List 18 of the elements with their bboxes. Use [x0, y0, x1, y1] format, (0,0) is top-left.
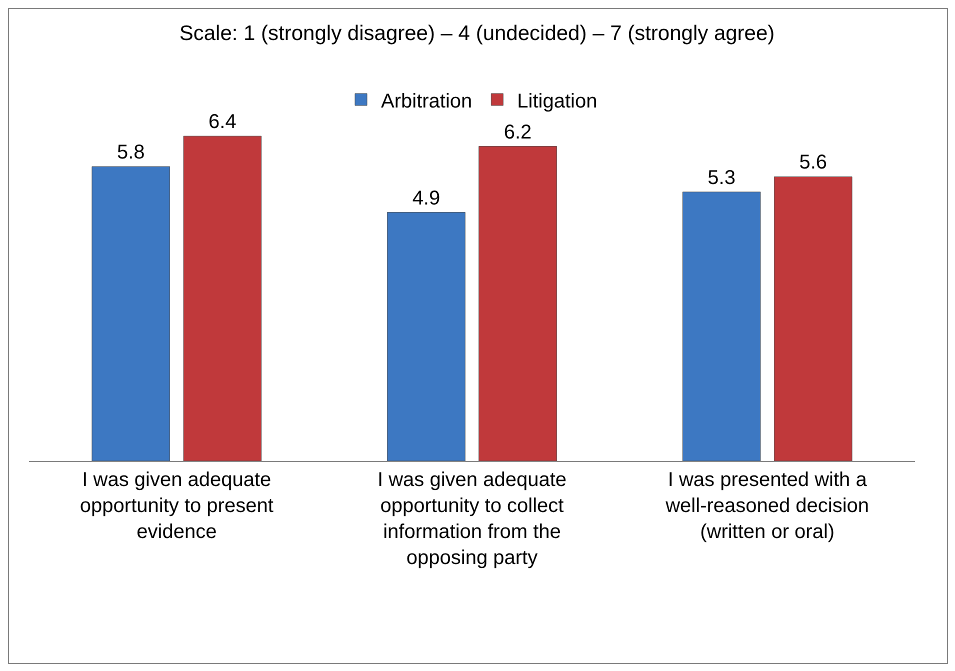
- data-label: 6.4: [208, 111, 236, 134]
- chart-title: Scale: 1 (strongly disagree) – 4 (undecided) – 7 (strongly agree): [179, 22, 775, 45]
- data-label: 6.2: [504, 121, 532, 144]
- data-label: 5.3: [708, 166, 736, 189]
- data-label: 5.8: [116, 142, 145, 164]
- x-tick-label: I was presented with a well-reasoned decision (written or oral): [664, 469, 870, 543]
- bar: [92, 166, 170, 461]
- bar: [387, 212, 466, 461]
- legend-label: Arbitration: [381, 90, 472, 112]
- bar: [183, 136, 262, 461]
- x-tick-label: I was given adequate opportunity to present evidence: [80, 469, 274, 543]
- legend-label: Litigation: [517, 90, 598, 112]
- x-tick-label: I was given adequate opportunity to collect information from the opposing party: [377, 469, 567, 569]
- data-label: 5.6: [799, 152, 828, 174]
- bar: [682, 192, 761, 461]
- bar: [774, 176, 852, 461]
- bar: [478, 146, 557, 461]
- data-label: 4.9: [412, 187, 440, 210]
